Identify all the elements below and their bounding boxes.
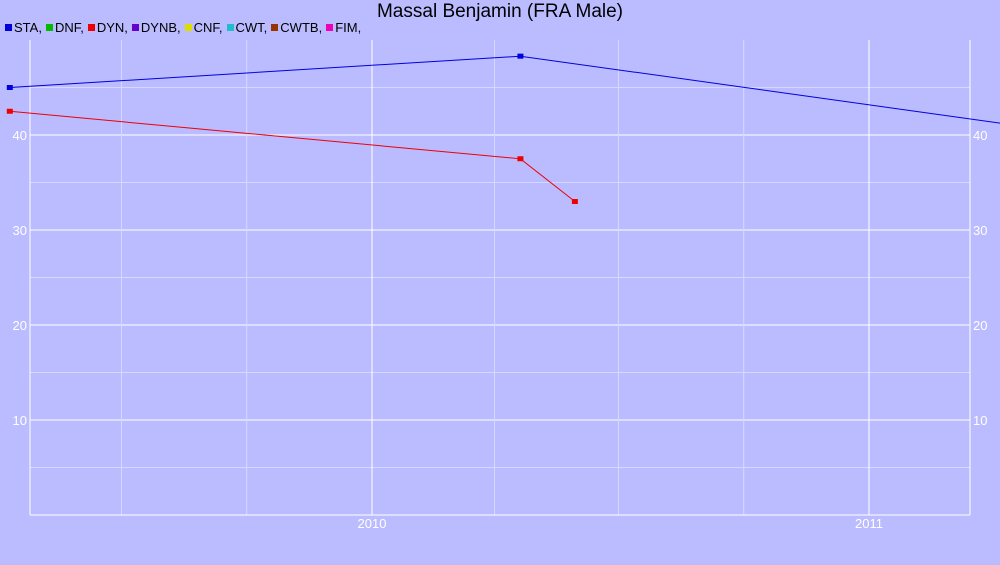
- legend-label-cnf: CNF,: [193, 20, 223, 35]
- y-tick-label-left: 30: [13, 223, 27, 238]
- legend-swatch-dyn: [87, 24, 95, 31]
- data-point-dyn: [6, 108, 13, 114]
- legend-label-dyn: DYN,: [96, 20, 128, 35]
- legend-item-dyn: DYN,: [87, 20, 128, 35]
- legend-label-fim: FIM,: [335, 20, 362, 35]
- legend-swatch-cwt: [226, 24, 234, 31]
- legend-swatch-dnf: [45, 24, 53, 31]
- legend-item-dnf: DNF,: [45, 20, 84, 35]
- legend-item-dynb: DYNB,: [131, 20, 181, 35]
- series-line-dyn: [9, 110, 576, 202]
- legend-label-cwtb: CWTB,: [280, 20, 323, 35]
- y-tick-label-right: 40: [973, 128, 987, 143]
- y-tick-label-right: 10: [973, 413, 987, 428]
- y-tick-label-right: 20: [973, 318, 987, 333]
- legend: STA, DNF, DYN, DYNB, CNF, CWT, CWTB, FIM,: [5, 20, 365, 35]
- x-tick-label: 2011: [855, 516, 883, 531]
- data-point-dyn: [517, 156, 524, 162]
- legend-label-dynb: DYNB,: [140, 20, 181, 35]
- legend-swatch-fim: [326, 24, 334, 31]
- series-line-sta: [9, 55, 1000, 124]
- data-point-dyn: [571, 199, 578, 204]
- data-point-sta: [517, 53, 524, 59]
- legend-item-cwt: CWT,: [226, 20, 268, 35]
- y-tick-label-left: 10: [13, 413, 27, 428]
- legend-swatch-cnf: [184, 24, 192, 31]
- x-tick-label: 2010: [358, 516, 387, 531]
- y-tick-label-left: 20: [13, 318, 27, 333]
- legend-label-cwt: CWT,: [235, 20, 268, 35]
- chart-title: Massal Benjamin (FRA Male): [376, 1, 624, 22]
- legend-label-dnf: DNF,: [54, 20, 84, 35]
- legend-label-sta: STA,: [14, 20, 42, 35]
- legend-swatch-cwtb: [271, 24, 279, 31]
- data-point-sta: [6, 85, 13, 90]
- legend-swatch-sta: [5, 24, 12, 31]
- legend-item-cnf: CNF,: [184, 20, 223, 35]
- y-tick-label-left: 40: [13, 128, 27, 143]
- legend-item-fim: FIM,: [326, 20, 361, 35]
- legend-item-cwtb: CWTB,: [271, 20, 322, 35]
- legend-item-sta: STA,: [5, 20, 42, 35]
- y-tick-label-right: 30: [973, 223, 987, 238]
- legend-swatch-dynb: [131, 24, 139, 31]
